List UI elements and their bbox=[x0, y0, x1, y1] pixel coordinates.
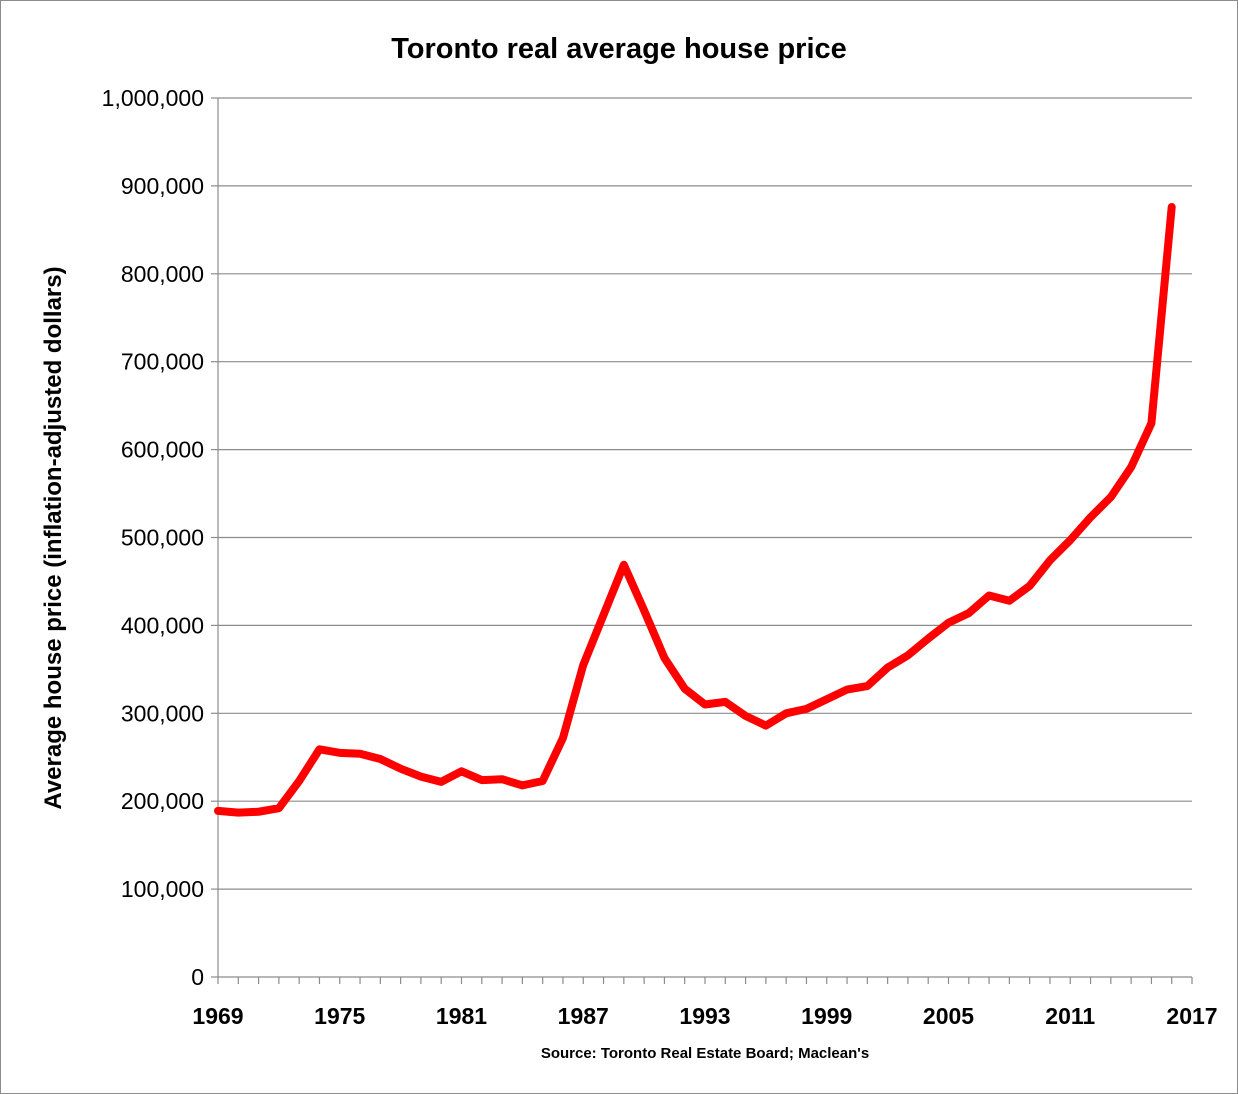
data-point bbox=[1008, 600, 1010, 602]
data-point bbox=[704, 704, 706, 706]
gridlines bbox=[218, 97, 1192, 890]
x-tick-label: 1993 bbox=[679, 1003, 730, 1029]
y-tick-label: 600,000 bbox=[121, 437, 204, 463]
data-point bbox=[359, 753, 361, 755]
data-point bbox=[1069, 539, 1071, 541]
y-tick-label: 100,000 bbox=[121, 876, 204, 902]
data-point bbox=[1049, 559, 1051, 561]
data-point bbox=[866, 685, 868, 687]
data-point bbox=[927, 638, 929, 640]
data-point bbox=[298, 780, 300, 782]
data-point bbox=[724, 701, 726, 703]
series-layer bbox=[214, 203, 1176, 817]
data-point bbox=[501, 778, 503, 780]
data-point bbox=[440, 781, 442, 783]
y-tick-label: 500,000 bbox=[121, 525, 204, 551]
data-point bbox=[805, 708, 807, 710]
y-tick-label: 800,000 bbox=[121, 261, 204, 287]
data-point bbox=[826, 698, 828, 700]
x-tick-label: 1987 bbox=[558, 1003, 609, 1029]
data-point bbox=[237, 812, 239, 814]
data-point bbox=[1029, 585, 1031, 587]
y-tick-label: 0 bbox=[191, 964, 204, 990]
data-point bbox=[623, 564, 625, 566]
data-point bbox=[785, 712, 787, 714]
data-point bbox=[948, 622, 949, 624]
axes bbox=[211, 97, 1193, 984]
data-point bbox=[258, 811, 260, 813]
data-point bbox=[379, 758, 381, 760]
data-point bbox=[765, 725, 767, 727]
y-tick-label: 900,000 bbox=[121, 173, 204, 199]
data-point bbox=[663, 657, 665, 659]
data-point bbox=[1171, 206, 1173, 208]
y-tick-label: 1,000,000 bbox=[102, 85, 204, 111]
data-point bbox=[521, 784, 523, 786]
y-tick-label: 300,000 bbox=[121, 700, 204, 726]
x-tick-label: 2011 bbox=[1045, 1003, 1095, 1029]
x-tick-label: 1969 bbox=[192, 1003, 243, 1029]
data-point bbox=[542, 780, 544, 782]
data-point bbox=[988, 595, 990, 597]
series-line bbox=[214, 203, 1176, 817]
data-point bbox=[1150, 422, 1152, 424]
x-tick-label: 1999 bbox=[801, 1003, 852, 1029]
data-point bbox=[846, 689, 848, 691]
data-point bbox=[1090, 516, 1092, 518]
data-point bbox=[968, 612, 970, 614]
data-point bbox=[1130, 466, 1132, 468]
data-point bbox=[461, 770, 462, 772]
data-point bbox=[400, 768, 402, 770]
data-point bbox=[217, 810, 219, 812]
data-point bbox=[318, 748, 320, 750]
data-point bbox=[643, 609, 645, 611]
source-note: Source: Toronto Real Estate Board; Macle… bbox=[541, 1045, 869, 1062]
data-point bbox=[420, 776, 422, 778]
y-tick-label: 700,000 bbox=[121, 349, 204, 375]
data-point bbox=[887, 667, 889, 669]
x-tick-label: 2017 bbox=[1166, 1003, 1217, 1029]
chart-title: Toronto real average house price bbox=[391, 33, 847, 65]
y-axis-title: Average house price (inflation-adjusted … bbox=[40, 266, 67, 809]
data-point bbox=[907, 654, 909, 656]
data-point bbox=[339, 752, 341, 754]
data-point bbox=[745, 715, 747, 717]
y-tick-labels: 0 100,000 200,000 300,000 400,000 500,000 600,… bbox=[102, 85, 204, 990]
data-point bbox=[562, 737, 564, 739]
data-point bbox=[278, 807, 280, 809]
data-point bbox=[481, 779, 483, 781]
data-point bbox=[603, 614, 605, 616]
data-point bbox=[684, 688, 686, 690]
x-tick-label: 1975 bbox=[314, 1003, 365, 1029]
y-tick-label: 200,000 bbox=[121, 788, 204, 814]
x-tick-labels: 1969 1975 1981 1987 1993 1999 2005 2011 2017 bbox=[192, 1003, 1217, 1029]
data-point bbox=[1110, 496, 1112, 498]
y-tick-label: 400,000 bbox=[121, 612, 204, 638]
data-point bbox=[582, 664, 584, 666]
x-tick-label: 2005 bbox=[923, 1003, 974, 1029]
x-tick-label: 1981 bbox=[436, 1003, 487, 1029]
